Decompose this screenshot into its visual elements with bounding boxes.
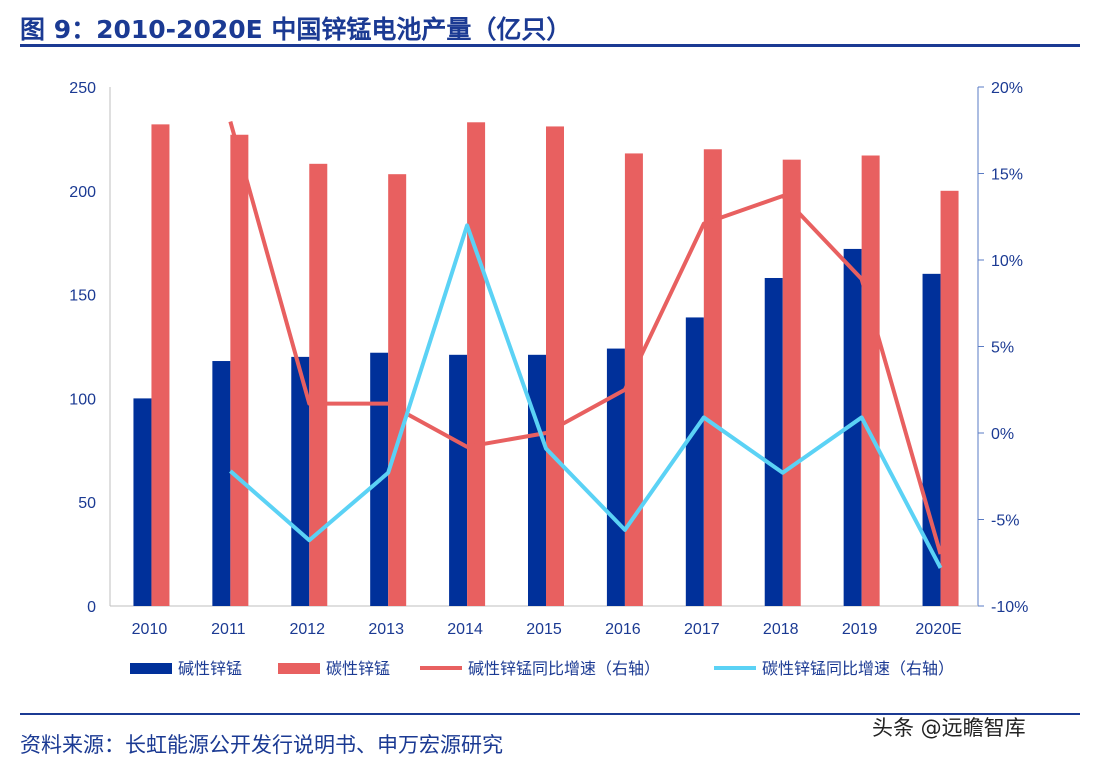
title-divider <box>20 44 1080 47</box>
bar-carbon <box>940 190 959 607</box>
bar-alkaline <box>133 398 152 606</box>
right-tick-label: -10% <box>991 599 1028 616</box>
bar-carbon <box>624 153 643 606</box>
bar-carbon <box>546 126 564 606</box>
legend-label: 碳性锌锰同比增速（右轴） <box>762 660 954 678</box>
line-carbon-growth <box>229 223 943 569</box>
legend-label: 碱性锌锰同比增速（右轴） <box>468 660 660 678</box>
bar-alkaline <box>291 356 310 606</box>
x-tick-label: 2013 <box>368 621 404 638</box>
left-tick-label: 150 <box>69 288 96 305</box>
right-tick-label: -5% <box>991 513 1019 530</box>
left-tick-label: 0 <box>87 599 96 616</box>
bar-carbon <box>230 134 249 607</box>
bar-carbon <box>703 149 722 606</box>
x-tick-label: 2010 <box>132 621 168 638</box>
x-tick-label: 2020E <box>915 621 961 638</box>
bar-alkaline <box>449 354 468 606</box>
x-tick-label: 2015 <box>526 621 562 638</box>
bar-alkaline <box>212 361 231 606</box>
x-tick-label: 2017 <box>684 621 720 638</box>
legend-swatch <box>130 663 172 674</box>
legend-label: 碱性锌锰 <box>178 660 242 678</box>
right-tick-label: 20% <box>991 80 1023 97</box>
x-tick-label: 2014 <box>447 621 483 638</box>
bar-alkaline <box>685 317 704 606</box>
legend-swatch <box>278 663 320 674</box>
chart-title: 图 9：2010-2020E 中国锌锰电池产量（亿只） <box>20 15 572 44</box>
bar-alkaline <box>764 277 783 606</box>
bar-carbon <box>782 159 801 606</box>
right-tick-label: 0% <box>991 426 1014 443</box>
chart: 0 50 100 150 200 250 -10% -5% 0% 5% 10% 15% 20% 2010 2… <box>69 80 1028 678</box>
watermark: 头条 @远瞻智库 <box>872 716 1026 740</box>
left-tick-label: 250 <box>69 80 96 97</box>
right-tick-label: 10% <box>991 253 1023 270</box>
bar-carbon <box>861 155 880 606</box>
bar-carbon <box>309 163 328 606</box>
right-tick-label: 15% <box>991 167 1023 184</box>
legend-label: 碳性锌锰 <box>326 660 390 678</box>
bar-alkaline <box>606 348 625 606</box>
x-tick-label: 2012 <box>289 621 325 638</box>
bar-alkaline <box>922 273 941 606</box>
bar-carbon <box>388 174 407 606</box>
x-tick-label: 2019 <box>842 621 878 638</box>
left-tick-label: 50 <box>78 495 96 512</box>
right-tick-label: 5% <box>991 340 1014 357</box>
footer-divider <box>20 713 1080 715</box>
bar-carbon <box>467 122 486 607</box>
x-tick-label: 2016 <box>605 621 641 638</box>
left-tick-label: 200 <box>69 184 96 201</box>
x-tick-label: 2018 <box>763 621 799 638</box>
bar-carbon <box>151 124 170 607</box>
source-note: 资料来源：长虹能源公开发行说明书、申万宏源研究 <box>20 733 503 757</box>
line-alkaline-growth <box>228 121 943 555</box>
x-tick-label: 2011 <box>211 621 246 638</box>
bar-alkaline <box>843 248 862 607</box>
bar-alkaline <box>528 354 546 606</box>
left-tick-label: 100 <box>69 391 96 408</box>
